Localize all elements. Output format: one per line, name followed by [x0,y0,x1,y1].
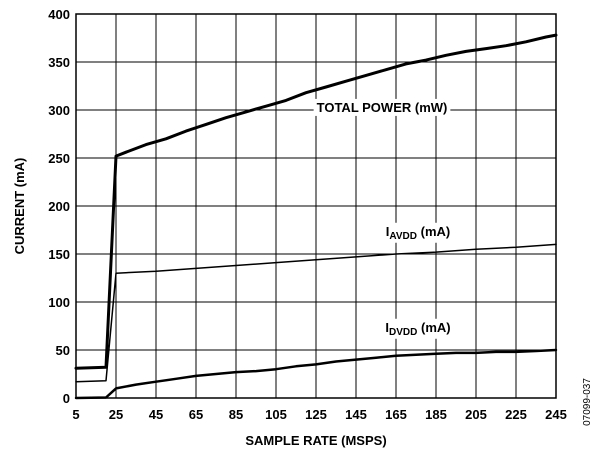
y-axis-title: CURRENT (mA) [12,158,27,255]
y-tick-label: 150 [48,247,70,262]
y-tick-label: 0 [63,391,70,406]
series-line-total_power [74,33,558,370]
x-tick-label: 65 [189,407,203,422]
y-tick-labels: 0 50 100 150 200 250 300 350 400 [48,7,70,406]
x-tick-label: 105 [265,407,287,422]
y-tick-label: 200 [48,199,70,214]
y-tick-label: 350 [48,55,70,70]
y-tick-label: 50 [56,343,70,358]
series-label-bg [313,98,451,116]
x-tick-label: 25 [109,407,123,422]
x-tick-label: 45 [149,407,163,422]
y-tick-label: 400 [48,7,70,22]
x-tick-label: 205 [465,407,487,422]
figure-id: 07099-037 [582,378,593,426]
x-tick-label: 165 [385,407,407,422]
x-tick-label: 145 [345,407,367,422]
grid-lines [75,13,557,399]
x-axis-title: SAMPLE RATE (MSPS) [245,433,386,448]
x-tick-label: 85 [229,407,243,422]
y-tick-label: 250 [48,151,70,166]
series-line-iavdd [75,243,557,383]
series-label-bg [382,318,454,339]
series-label-bg [382,222,454,243]
series-layer [74,33,558,400]
x-tick-label: 225 [505,407,527,422]
y-tick-label: 100 [48,295,70,310]
series-labels: TOTAL POWER (mW) IAVDD (mA) IDVDD (mA) [313,98,454,339]
x-tick-labels: 5 25 45 65 85 105 125 145 165 185 205 225 245 [72,407,566,422]
x-tick-label: 185 [425,407,447,422]
series-label-total_power: TOTAL POWER (mW) [317,100,448,115]
x-tick-label: 5 [72,407,79,422]
series-label-iavdd: IAVDD (mA) [386,224,450,242]
plot-frame [75,13,557,399]
series-line-idvdd [74,348,558,400]
y-tick-label: 300 [48,103,70,118]
x-tick-label: 245 [545,407,567,422]
series-label-idvdd: IDVDD (mA) [385,320,450,338]
x-tick-label: 125 [305,407,327,422]
